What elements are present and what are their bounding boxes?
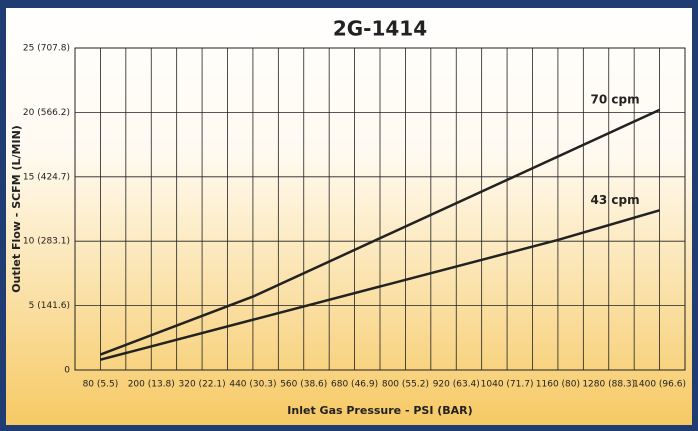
chart-title: 2G-1414 (333, 17, 427, 41)
x-tick-label: 200 (13.8) (128, 380, 175, 390)
x-tick-label: 1280 (88.3) (582, 380, 635, 390)
x-axis-label: Inlet Gas Pressure - PSI (BAR) (287, 404, 472, 417)
plot-frame (74, 47, 686, 371)
y-tick-label: 10 (283.1) (23, 237, 70, 247)
x-tick-label: 680 (46.9) (331, 380, 378, 390)
x-tick-label: 560 (38.6) (280, 380, 327, 390)
x-tick-label: 1400 (96.6) (633, 380, 686, 390)
y-axis-label: Outlet Flow - SCFM (L/MIN) (10, 125, 23, 293)
y-tick-label: 0 (64, 366, 70, 376)
series-line (100, 209, 660, 361)
x-tick-label: 440 (30.3) (229, 380, 276, 390)
x-tick-label: 800 (55.2) (382, 380, 429, 390)
y-tick-label: 20 (566.2) (23, 108, 70, 118)
x-tick-label: 920 (63.4) (433, 380, 480, 390)
series-label: 70 cpm (590, 92, 639, 106)
panel (6, 8, 692, 425)
y-tick-label: 15 (424.7) (23, 172, 70, 182)
series-label: 43 cpm (590, 193, 639, 207)
x-tick-label: 1040 (71.7) (481, 380, 534, 390)
series-line (99, 108, 661, 356)
x-tick-label: 320 (22.1) (179, 380, 226, 390)
x-tick-label: 1160 (80) (536, 380, 580, 390)
x-tick-label: 80 (5.5) (83, 380, 119, 390)
y-tick-label: 5 (141.6) (29, 301, 70, 311)
y-tick-label: 25 (707.8) (23, 44, 70, 54)
